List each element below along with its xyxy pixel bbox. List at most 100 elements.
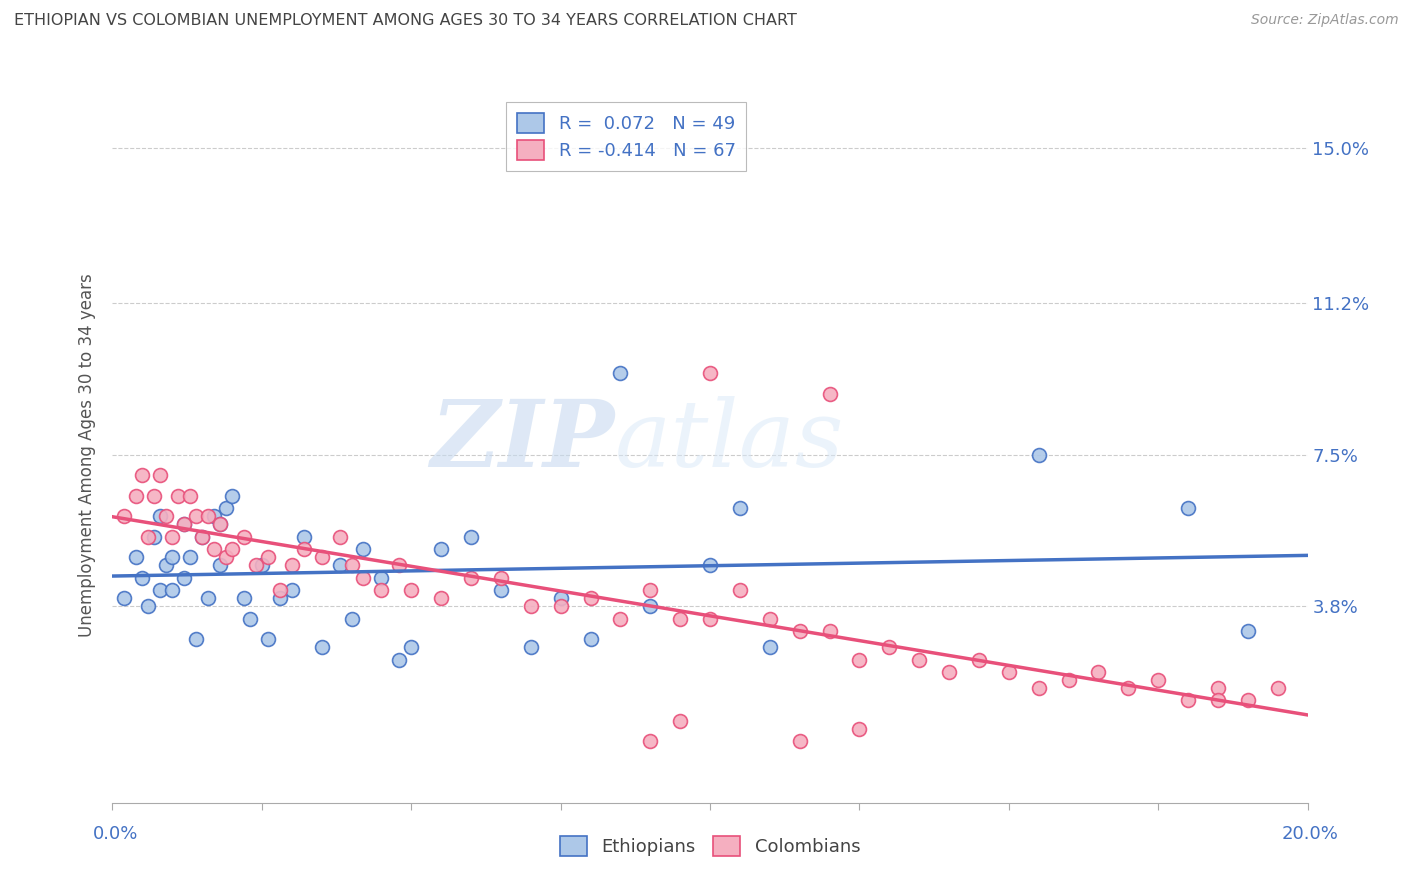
Point [1028, 448, 1050, 462]
Point [401, 582, 423, 597]
Point [1118, 681, 1140, 696]
Point [818, 386, 841, 401]
Point [728, 582, 751, 597]
Text: 20.0%: 20.0% [1282, 825, 1339, 843]
Point [143, 530, 166, 544]
Point [311, 550, 333, 565]
Point [215, 550, 238, 565]
Point [520, 599, 543, 614]
Point [699, 366, 721, 380]
Point [430, 591, 453, 606]
Point [967, 652, 990, 666]
Point [877, 640, 901, 655]
Y-axis label: Unemployment Among Ages 30 to 34 years: Unemployment Among Ages 30 to 34 years [77, 273, 96, 637]
Text: ZIP: ZIP [430, 396, 614, 486]
Point [186, 632, 208, 646]
Point [938, 665, 960, 679]
Point [281, 582, 304, 597]
Point [579, 591, 602, 606]
Point [848, 722, 870, 736]
Point [167, 489, 190, 503]
Point [131, 571, 153, 585]
Point [1147, 673, 1170, 687]
Point [388, 558, 411, 573]
Point [232, 591, 256, 606]
Point [162, 582, 183, 597]
Point [173, 517, 195, 532]
Point [818, 624, 841, 638]
Point [221, 542, 243, 557]
Point [638, 599, 662, 614]
Point [638, 734, 662, 748]
Point [1237, 624, 1260, 638]
Point [460, 571, 482, 585]
Point [699, 612, 721, 626]
Point [143, 489, 166, 503]
Point [131, 468, 153, 483]
Point [848, 652, 870, 666]
Point [579, 632, 602, 646]
Point [460, 530, 482, 544]
Point [430, 542, 453, 557]
Point [257, 550, 280, 565]
Point [250, 558, 273, 573]
Point [125, 489, 148, 503]
Point [789, 624, 811, 638]
Point [202, 509, 225, 524]
Point [520, 640, 543, 655]
Point [699, 558, 721, 573]
Point [149, 468, 172, 483]
Point [1206, 681, 1229, 696]
Point [155, 558, 177, 573]
Point [197, 509, 219, 524]
Point [138, 599, 160, 614]
Point [173, 571, 195, 585]
Point [232, 530, 256, 544]
Point [908, 652, 931, 666]
Point [114, 591, 135, 606]
Point [352, 571, 374, 585]
Point [401, 640, 423, 655]
Point [173, 517, 195, 532]
Point [162, 530, 183, 544]
Point [149, 509, 172, 524]
Point [269, 582, 291, 597]
Point [257, 632, 280, 646]
Point [221, 489, 243, 503]
Point [370, 582, 392, 597]
Point [215, 501, 238, 516]
Point [728, 501, 751, 516]
Point [208, 558, 231, 573]
Point [149, 582, 172, 597]
Point [191, 530, 214, 544]
Point [759, 612, 782, 626]
Point [550, 591, 572, 606]
Point [125, 550, 148, 565]
Point [489, 582, 512, 597]
Point [208, 517, 231, 532]
Point [197, 591, 219, 606]
Point [352, 542, 374, 557]
Point [202, 542, 225, 557]
Point [138, 530, 160, 544]
Point [179, 489, 201, 503]
Point [638, 582, 662, 597]
Point [669, 612, 692, 626]
Point [191, 530, 214, 544]
Point [1087, 665, 1109, 679]
Point [239, 612, 262, 626]
Point [669, 714, 692, 728]
Point [269, 591, 291, 606]
Point [1028, 681, 1050, 696]
Point [789, 734, 811, 748]
Point [609, 612, 631, 626]
Point [370, 571, 392, 585]
Point [162, 550, 183, 565]
Point [340, 558, 363, 573]
Point [311, 640, 333, 655]
Point [208, 517, 231, 532]
Point [328, 558, 352, 573]
Legend: Ethiopians, Colombians: Ethiopians, Colombians [553, 829, 868, 863]
Point [609, 366, 631, 380]
Point [186, 509, 208, 524]
